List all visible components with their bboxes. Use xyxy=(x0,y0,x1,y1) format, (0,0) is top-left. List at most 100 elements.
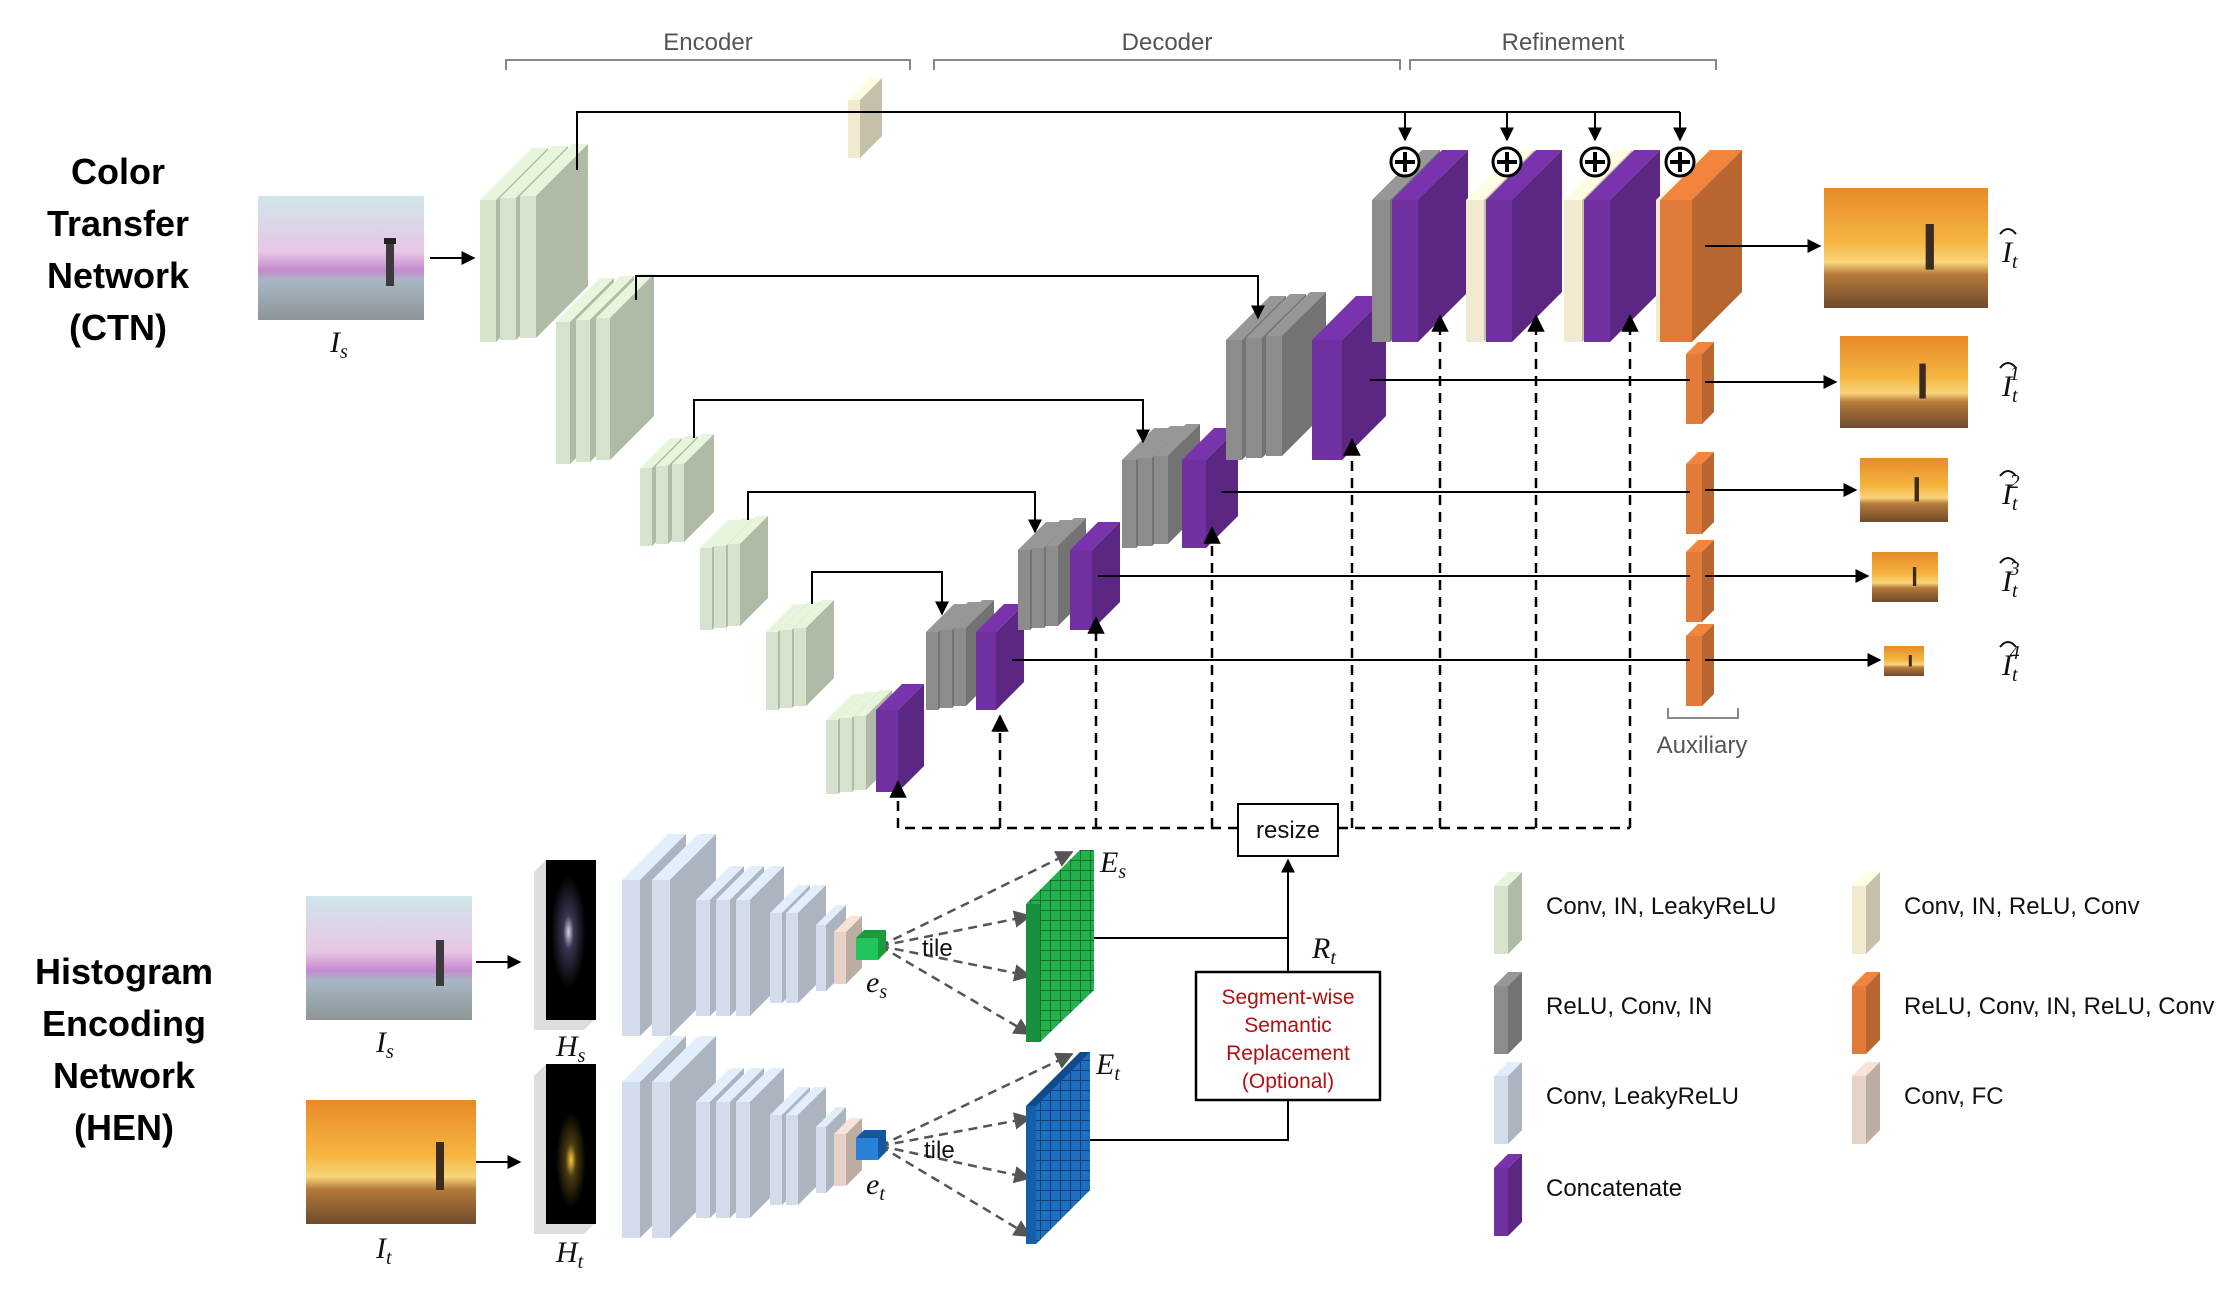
hen-source-label: Is xyxy=(375,1026,394,1063)
tile-label-t: tile xyxy=(924,1137,955,1164)
legend-label-7: Conv, FC xyxy=(1904,1083,2004,1110)
output-image-3 xyxy=(1872,552,1938,602)
hen-target-label: It xyxy=(375,1232,392,1269)
hat-accent xyxy=(1999,641,2017,648)
hat-accent xyxy=(1999,228,2017,235)
encoder-concat-block xyxy=(876,684,924,792)
refine-concat-3 xyxy=(1584,150,1660,342)
ctn-title: Color Transfer Network (CTN) xyxy=(47,151,190,348)
hat-accent xyxy=(1999,557,2017,564)
lighthouse-icon xyxy=(386,240,394,286)
refine-concat-2 xyxy=(1486,150,1562,342)
encoder-block-1-3 xyxy=(520,144,588,338)
resize-box: resize xyxy=(1237,803,1339,857)
segment-replacement-box: Segment-wise Semantic Replacement (Optional… xyxy=(1194,970,1382,1102)
Es-grid xyxy=(1026,850,1094,1042)
Es-label: Es xyxy=(1099,846,1126,883)
output-label-1: It1 xyxy=(2001,363,2020,407)
legend-swatch-7 xyxy=(1852,1062,1880,1144)
global-feature-block xyxy=(848,78,882,158)
residual-add-nodes xyxy=(1389,146,1696,178)
circled-plus-icon xyxy=(1491,146,1523,178)
section-brackets xyxy=(505,59,1739,719)
legend-swatch-1 xyxy=(1494,872,1522,954)
legend: Conv, IN, LeakyReLU ReLU, Conv, IN Conv, L… xyxy=(1494,872,2214,1236)
legend-label-4: Concatenate xyxy=(1546,1175,1682,1202)
encoder-block-5-3 xyxy=(794,600,834,706)
output-label-3: It3 xyxy=(2001,558,2020,602)
output-label-4: It4 xyxy=(2001,642,2020,686)
es-cube xyxy=(856,930,886,960)
legend-label-2: ReLU, Conv, IN xyxy=(1546,993,1712,1020)
source-fc-block xyxy=(834,916,862,984)
hen-title: Histogram Encoding Network (HEN) xyxy=(35,951,213,1148)
histogram-hs xyxy=(534,860,596,1030)
output-images: It It1 It2 It3 It4 xyxy=(1824,188,2020,686)
circled-plus-icon xyxy=(1389,146,1421,178)
auxiliary-block-4 xyxy=(1686,624,1714,706)
legend-swatch-4 xyxy=(1494,1154,1522,1236)
ctnTitle-line-2: Transfer xyxy=(47,203,189,244)
output-image-0 xyxy=(1824,188,1988,308)
circled-plus-icon xyxy=(1579,146,1611,178)
legend-swatch-6 xyxy=(1852,972,1880,1054)
Et-label: Et xyxy=(1095,1048,1120,1085)
source-image-label: Is xyxy=(329,326,348,363)
decoder-concat-1 xyxy=(976,604,1024,710)
segment-line-4: (Optional) xyxy=(1242,1070,1334,1093)
decoder-concat-3 xyxy=(1182,428,1238,548)
tile-arrows xyxy=(879,850,1074,1238)
es-label: es xyxy=(866,966,887,1003)
decoder-concat-2 xyxy=(1070,522,1120,630)
hat-accent xyxy=(1999,362,2017,369)
segment-line-2: Semantic xyxy=(1244,1014,1332,1037)
henTitle-line-1: Histogram xyxy=(35,951,213,992)
dashed-connections xyxy=(889,314,1639,830)
ctnTitle-line-1: Color xyxy=(71,151,165,192)
output-image-4 xyxy=(1884,646,1924,676)
output-label-0: It xyxy=(2001,236,2018,273)
refinement-label: Refinement xyxy=(1502,29,1625,56)
source-image-hen xyxy=(306,896,472,1020)
target-fc-block xyxy=(834,1118,862,1186)
henTitle-line-3: Network xyxy=(53,1055,196,1096)
tile-label-s: tile xyxy=(922,935,953,962)
output-image-2 xyxy=(1860,458,1948,522)
encoder-block-2-3 xyxy=(596,274,654,460)
rt-label: Rt xyxy=(1311,932,1336,969)
auxiliary-block-2 xyxy=(1686,452,1714,534)
hs-label: Hs xyxy=(555,1030,586,1067)
output-label-2: It2 xyxy=(2001,471,2020,515)
refine-concat-1 xyxy=(1392,150,1468,342)
encoder-label: Encoder xyxy=(663,29,752,56)
legend-label-6: ReLU, Conv, IN, ReLU, Conv xyxy=(1904,993,2214,1020)
connections xyxy=(430,111,1882,1169)
legend-swatch-5 xyxy=(1852,872,1880,954)
legend-swatch-2 xyxy=(1494,972,1522,1054)
target-image-hen xyxy=(306,1100,476,1224)
auxiliary-block-3 xyxy=(1686,540,1714,622)
ctnTitle-line-3: Network xyxy=(47,255,190,296)
ht-label: Ht xyxy=(555,1236,584,1273)
legend-label-5: Conv, IN, ReLU, Conv xyxy=(1904,893,2140,920)
layer-blocks xyxy=(480,78,1742,1238)
refine-output-block xyxy=(1660,150,1742,342)
et-cube xyxy=(856,1130,886,1160)
output-image-1 xyxy=(1840,336,1968,428)
svg-text:resize: resize xyxy=(1256,817,1320,844)
et-label: et xyxy=(866,1168,885,1205)
source-hen-block-1-2 xyxy=(652,834,716,1036)
segment-line-1: Segment-wise xyxy=(1221,986,1354,1009)
henTitle-line-4: (HEN) xyxy=(74,1107,174,1148)
legend-label-1: Conv, IN, LeakyReLU xyxy=(1546,893,1776,920)
hat-accent xyxy=(1999,470,2017,477)
circled-plus-icon xyxy=(1664,146,1696,178)
encoder-block-3-3 xyxy=(672,434,714,542)
decoder-label: Decoder xyxy=(1122,29,1213,56)
ctnTitle-line-4: (CTN) xyxy=(69,307,167,348)
encoder-block-4-3 xyxy=(728,516,768,626)
segment-line-3: Replacement xyxy=(1226,1042,1350,1065)
legend-label-3: Conv, LeakyReLU xyxy=(1546,1083,1739,1110)
